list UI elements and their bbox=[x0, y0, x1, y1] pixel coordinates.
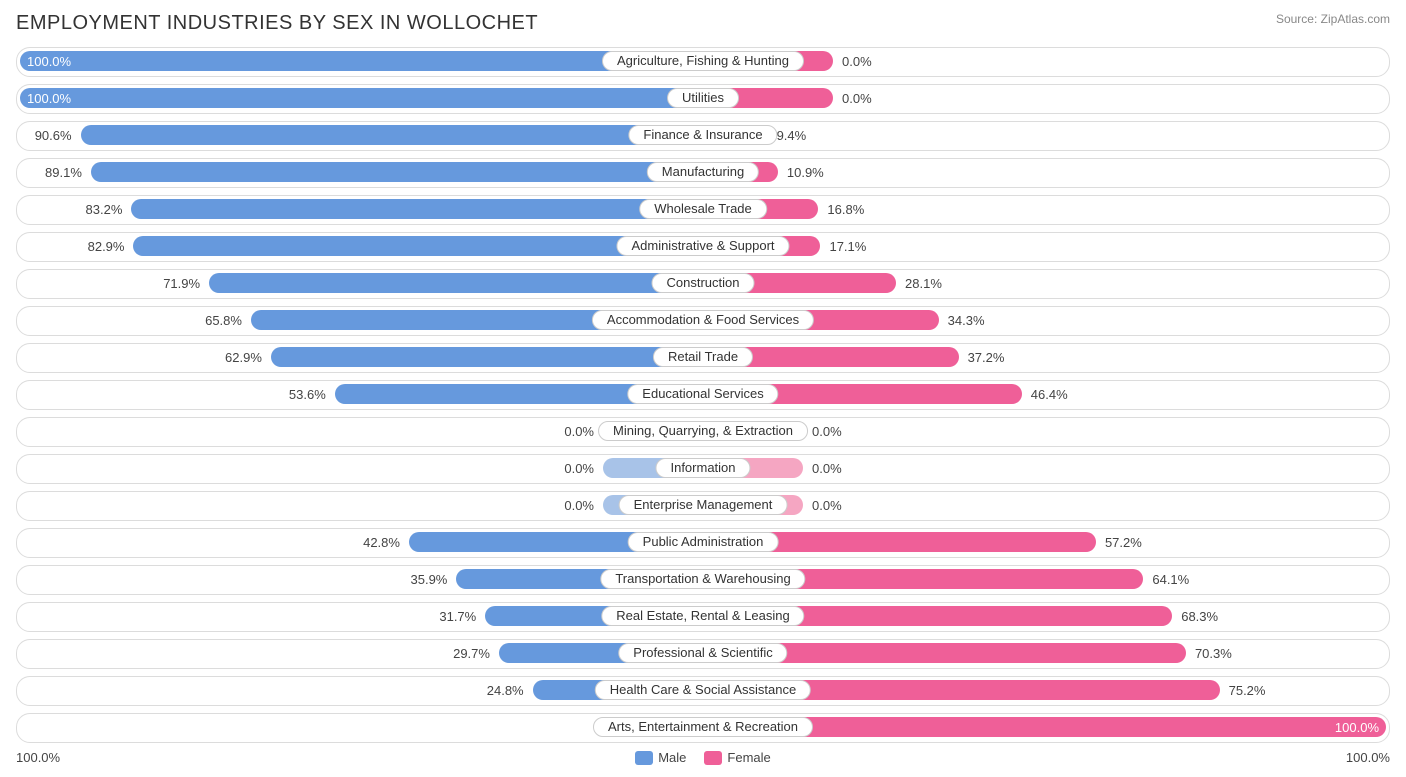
female-pct-label: 28.1% bbox=[905, 270, 942, 298]
male-bar bbox=[271, 347, 703, 367]
male-pct-label: 89.1% bbox=[45, 159, 82, 187]
male-pct-label: 35.9% bbox=[411, 566, 448, 594]
female-pct-label: 37.2% bbox=[968, 344, 1005, 372]
axis-left-label: 100.0% bbox=[16, 750, 60, 765]
chart-row: 0.0% 0.0% Enterprise Management bbox=[16, 491, 1390, 521]
source-attribution: Source: ZipAtlas.com bbox=[1276, 12, 1390, 26]
male-pct-label: 65.8% bbox=[205, 307, 242, 335]
category-label: Administrative & Support bbox=[616, 236, 789, 256]
category-label: Arts, Entertainment & Recreation bbox=[593, 717, 813, 737]
category-label: Professional & Scientific bbox=[618, 643, 787, 663]
female-swatch-icon bbox=[704, 751, 722, 765]
chart-row: 89.1% 10.9% Manufacturing bbox=[16, 158, 1390, 188]
female-pct-label: 46.4% bbox=[1031, 381, 1068, 409]
chart-row: 0.0% 0.0%Mining, Quarrying, & Extraction bbox=[16, 417, 1390, 447]
chart-row: 90.6% 9.4%Finance & Insurance bbox=[16, 121, 1390, 151]
category-label: Utilities bbox=[667, 88, 739, 108]
male-pct-label: 0.0% bbox=[564, 492, 594, 520]
legend-female: Female bbox=[704, 750, 770, 765]
legend-female-label: Female bbox=[727, 750, 770, 765]
female-pct-label: 68.3% bbox=[1181, 603, 1218, 631]
male-pct-label: 0.0% bbox=[564, 455, 594, 483]
male-pct-label: 100.0% bbox=[27, 85, 71, 113]
male-pct-label: 24.8% bbox=[487, 677, 524, 705]
male-pct-label: 83.2% bbox=[86, 196, 123, 224]
category-label: Information bbox=[655, 458, 750, 478]
male-bar bbox=[131, 199, 703, 219]
female-pct-label: 0.0% bbox=[812, 455, 842, 483]
female-pct-label: 100.0% bbox=[1335, 714, 1379, 742]
male-pct-label: 0.0% bbox=[564, 418, 594, 446]
male-bar bbox=[20, 88, 703, 108]
female-pct-label: 0.0% bbox=[842, 48, 872, 76]
male-pct-label: 62.9% bbox=[225, 344, 262, 372]
category-label: Accommodation & Food Services bbox=[592, 310, 814, 330]
female-pct-label: 9.4% bbox=[777, 122, 807, 150]
male-pct-label: 90.6% bbox=[35, 122, 72, 150]
category-label: Retail Trade bbox=[653, 347, 753, 367]
category-label: Wholesale Trade bbox=[639, 199, 767, 219]
chart-row: 83.2% 16.8% Wholesale Trade bbox=[16, 195, 1390, 225]
chart-row: 29.7% 70.3% Professional & Scientific bbox=[16, 639, 1390, 669]
chart-row: 65.8% 34.3% Accommodation & Food Services bbox=[16, 306, 1390, 336]
chart-row: 0.0% 0.0% Information bbox=[16, 454, 1390, 484]
male-pct-label: 42.8% bbox=[363, 529, 400, 557]
axis-right-label: 100.0% bbox=[1346, 750, 1390, 765]
male-pct-label: 53.6% bbox=[289, 381, 326, 409]
category-label: Agriculture, Fishing & Hunting bbox=[602, 51, 804, 71]
female-pct-label: 34.3% bbox=[948, 307, 985, 335]
male-pct-label: 82.9% bbox=[88, 233, 125, 261]
male-pct-label: 100.0% bbox=[27, 48, 71, 76]
chart-row: 71.9% 28.1% Construction bbox=[16, 269, 1390, 299]
diverging-bar-chart: 100.0% 0.0% Agriculture, Fishing & Hunting… bbox=[16, 47, 1390, 743]
category-label: Enterprise Management bbox=[619, 495, 788, 515]
chart-row: 82.9% 17.1% Administrative & Support bbox=[16, 232, 1390, 262]
chart-row: 31.7% 68.3% Real Estate, Rental & Leasing bbox=[16, 602, 1390, 632]
category-label: Finance & Insurance bbox=[628, 125, 777, 145]
legend-male-label: Male bbox=[658, 750, 686, 765]
male-pct-label: 29.7% bbox=[453, 640, 490, 668]
male-pct-label: 31.7% bbox=[439, 603, 476, 631]
female-pct-label: 57.2% bbox=[1105, 529, 1142, 557]
category-label: Health Care & Social Assistance bbox=[595, 680, 811, 700]
category-label: Manufacturing bbox=[647, 162, 759, 182]
female-pct-label: 17.1% bbox=[829, 233, 866, 261]
male-bar bbox=[81, 125, 703, 145]
female-pct-label: 75.2% bbox=[1229, 677, 1266, 705]
legend: Male Female bbox=[635, 750, 771, 765]
chart-row: 24.8% 75.2% Health Care & Social Assistanc… bbox=[16, 676, 1390, 706]
female-pct-label: 10.9% bbox=[787, 159, 824, 187]
chart-row: 42.8% 57.2% Public Administration bbox=[16, 528, 1390, 558]
female-pct-label: 70.3% bbox=[1195, 640, 1232, 668]
legend-male: Male bbox=[635, 750, 686, 765]
chart-row: 62.9% 37.2% Retail Trade bbox=[16, 343, 1390, 373]
category-label: Real Estate, Rental & Leasing bbox=[601, 606, 804, 626]
category-label: Educational Services bbox=[627, 384, 778, 404]
chart-row: 0.0%100.0%Arts, Entertainment & Recreati… bbox=[16, 713, 1390, 743]
male-bar bbox=[20, 51, 703, 71]
category-label: Construction bbox=[652, 273, 755, 293]
category-label: Transportation & Warehousing bbox=[600, 569, 805, 589]
female-pct-label: 0.0% bbox=[842, 85, 872, 113]
male-swatch-icon bbox=[635, 751, 653, 765]
chart-row: 100.0% 0.0% Utilities bbox=[16, 84, 1390, 114]
male-bar bbox=[91, 162, 703, 182]
female-pct-label: 0.0% bbox=[812, 492, 842, 520]
female-pct-label: 16.8% bbox=[827, 196, 864, 224]
chart-row: 53.6% 46.4% Educational Services bbox=[16, 380, 1390, 410]
male-pct-label: 71.9% bbox=[163, 270, 200, 298]
female-pct-label: 64.1% bbox=[1152, 566, 1189, 594]
category-label: Mining, Quarrying, & Extraction bbox=[598, 421, 808, 441]
chart-title: EMPLOYMENT INDUSTRIES BY SEX IN WOLLOCHE… bbox=[16, 12, 538, 35]
chart-row: 100.0% 0.0% Agriculture, Fishing & Hunting bbox=[16, 47, 1390, 77]
chart-row: 35.9% 64.1% Transportation & Warehousing bbox=[16, 565, 1390, 595]
category-label: Public Administration bbox=[628, 532, 779, 552]
male-bar bbox=[209, 273, 703, 293]
female-pct-label: 0.0% bbox=[812, 418, 842, 446]
